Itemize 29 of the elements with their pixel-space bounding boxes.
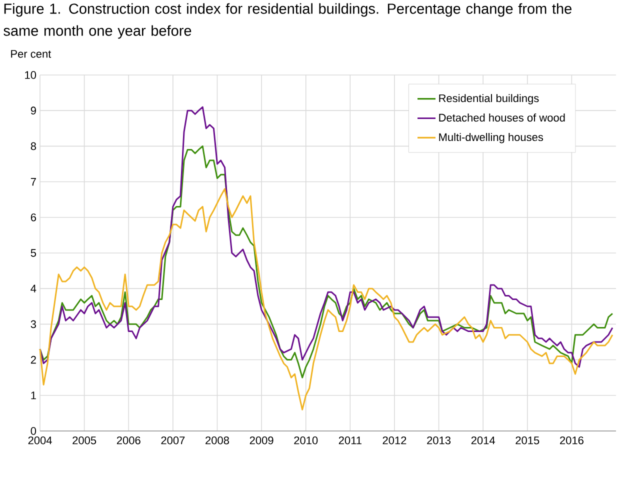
y-tick-label: 10 — [25, 71, 36, 79]
legend-label: Detached houses of wood — [439, 114, 565, 122]
y-tick-label: 5 — [30, 249, 36, 257]
x-tick-label: 2015 — [516, 436, 540, 444]
y-tick-label: 3 — [30, 320, 36, 328]
x-tick-label: 2010 — [294, 436, 318, 444]
chart-title: Figure 1. Construction cost index for residential buildings. Percentage change from the same month one year before — [4, 3, 572, 39]
y-tick-label: 8 — [30, 142, 36, 150]
x-tick-label: 2004 — [28, 436, 52, 444]
x-tick-label: 2014 — [471, 436, 495, 444]
legend-label: Residential buildings — [439, 94, 539, 104]
x-tick-label: 2007 — [161, 436, 185, 444]
y-tick-label: 4 — [30, 284, 36, 292]
x-tick-label: 2009 — [250, 436, 274, 444]
x-tick-label: 2013 — [427, 436, 451, 444]
x-tick-label: 2016 — [560, 436, 584, 444]
x-tick-label: 2006 — [116, 436, 140, 444]
y-tick-label: 0 — [30, 427, 36, 435]
y-tick-label: 7 — [30, 178, 36, 186]
legend-label: Multi-dwelling houses — [439, 132, 544, 144]
x-tick-label: 2008 — [206, 436, 229, 444]
y-tick-label: 9 — [30, 106, 36, 114]
x-tick-label: 2005 — [72, 436, 96, 444]
y-tick-label: 6 — [30, 213, 36, 222]
y-axis-title: Per cent — [11, 50, 52, 58]
x-tick-label: 2011 — [338, 436, 362, 444]
x-tick-label: 2012 — [382, 436, 406, 444]
y-tick-label: 1 — [31, 392, 36, 400]
y-tick-label: 2 — [30, 356, 36, 364]
